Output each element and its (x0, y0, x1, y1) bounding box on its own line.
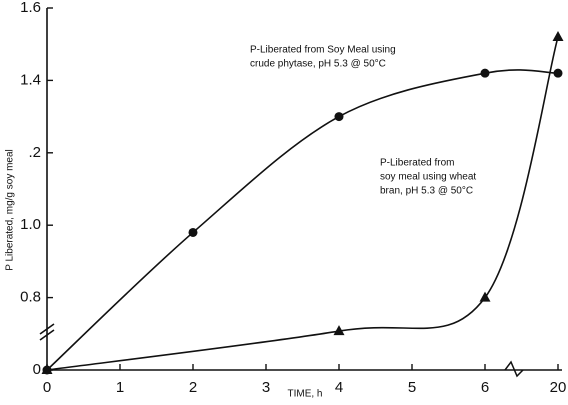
y-tick-label: 1.6 (20, 0, 41, 16)
annotation: P-Liberated from Soy Meal using (250, 45, 396, 56)
x-tick-label: 4 (335, 379, 343, 396)
x-tick-label: 2 (189, 379, 197, 396)
point (41, 364, 53, 374)
annotation: crude phytase, pH 5.3 @ 50°C (250, 59, 386, 70)
point (480, 68, 490, 78)
y-tick-label: 0.8 (20, 289, 41, 306)
y-tick-label: 0 (33, 361, 41, 378)
x-tick-label: 20 (550, 379, 567, 396)
y-tick-label: 1.0 (20, 216, 41, 233)
point (334, 112, 344, 122)
x-tick-label: 0 (43, 379, 51, 396)
y-axis-label: P Liberated, mg/g soy meal (5, 149, 16, 271)
point (188, 227, 198, 237)
x-tick-label: 6 (481, 379, 489, 396)
annotation: soy meal using wheat (380, 172, 476, 183)
point (552, 30, 564, 41)
point (553, 68, 563, 78)
series-line (46, 69, 559, 371)
point (479, 291, 491, 302)
x-tick-label: 5 (408, 379, 416, 396)
y-tick-label: 1.4 (20, 71, 41, 88)
x-tick-label: 3 (262, 379, 270, 396)
annotation: bran, pH 5.3 @ 50°C (380, 186, 473, 197)
annotation: P-Liberated from (380, 158, 454, 169)
x-break (504, 360, 524, 378)
series-line (46, 36, 559, 371)
x-tick-label: 1 (116, 379, 124, 396)
point (333, 325, 345, 336)
x-axis-label: TIME, h (287, 389, 322, 400)
y-tick-label: .2 (28, 144, 41, 161)
